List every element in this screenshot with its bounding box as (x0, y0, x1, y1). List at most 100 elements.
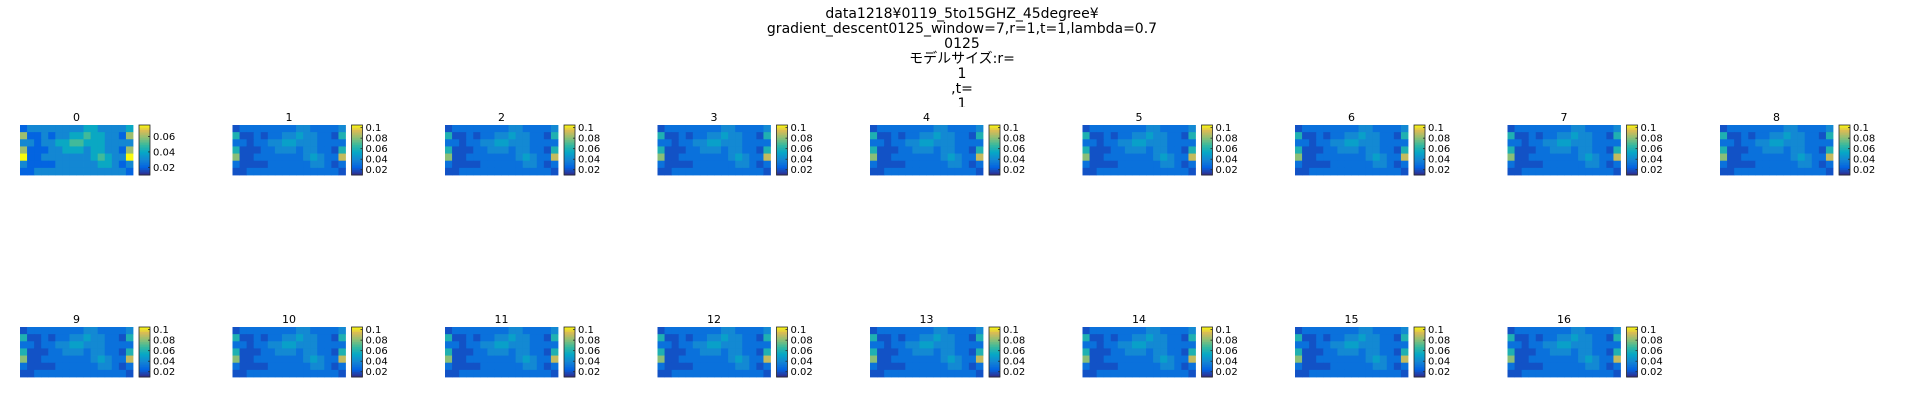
colorbar-segment (139, 350, 150, 353)
heatmap-cell (1174, 146, 1182, 154)
heatmap-cell (1110, 153, 1119, 162)
heatmap-cell (877, 348, 885, 356)
heatmap-cell (919, 369, 927, 378)
heatmap-cell (947, 132, 956, 140)
heatmap-cell (1727, 160, 1735, 169)
colorbar-tick-label: 0.02 (366, 367, 388, 378)
heatmap-cell (480, 125, 488, 133)
colorbar-segment (1626, 130, 1638, 133)
colorbar-segment (776, 170, 788, 173)
colorbar-segment (564, 163, 575, 166)
heatmap-cell (232, 327, 240, 335)
heatmap-cell (1571, 369, 1579, 378)
heatmap-cell (324, 132, 332, 140)
heatmap-cell (27, 369, 35, 378)
heatmap-cell (1316, 355, 1324, 364)
heatmap-cell (1521, 369, 1530, 378)
heatmap-cell (1564, 341, 1572, 349)
heatmap-cell (324, 327, 332, 335)
heatmap-cell (1535, 355, 1544, 364)
heatmap-cell (735, 167, 743, 176)
heatmap-cell (1188, 167, 1196, 176)
heatmap-cell (1528, 160, 1537, 169)
heatmap-cell (445, 139, 453, 147)
heatmap-cell (281, 146, 290, 154)
heatmap-cell (1302, 369, 1310, 378)
colorbar-segment (564, 327, 575, 330)
heatmap-cell (1818, 139, 1827, 147)
heatmap-cell (1330, 167, 1338, 176)
colorbar-segment (1626, 347, 1638, 350)
colorbar-segment (989, 375, 1000, 378)
heatmap-cell (664, 362, 673, 371)
heatmap-cell (961, 139, 970, 147)
heatmap-cell (685, 146, 694, 154)
heatmap-cell (480, 341, 488, 349)
heatmap-cell (1103, 153, 1112, 162)
heatmap-cell (232, 355, 240, 364)
heatmap-cell (1755, 139, 1763, 147)
heatmap-cell (1578, 160, 1586, 169)
heatmap-cell (1103, 348, 1112, 356)
colorbar-segment (1201, 155, 1213, 158)
heatmap-cell (1393, 125, 1402, 133)
heatmap-cell (267, 355, 276, 364)
colorbar-tick-label: 0.02 (791, 367, 813, 378)
colorbar-tick-label: 0.1 (791, 325, 807, 336)
heatmap-cell (515, 125, 524, 133)
heatmap-cell (1592, 160, 1600, 169)
colorbar-segment (351, 145, 363, 148)
colorbar-segment (1201, 156, 1213, 159)
colorbar-tick-label: 0.02 (1216, 165, 1238, 176)
heatmap-cell (678, 146, 687, 154)
heatmap-cell (125, 125, 134, 133)
heatmap-cell (1160, 125, 1168, 133)
heatmap-cell (1344, 362, 1352, 371)
heatmap-cell (459, 146, 467, 154)
colorbar-segment (564, 126, 575, 129)
heatmap-cell (1365, 334, 1374, 342)
heatmap-cell (1507, 153, 1515, 162)
colorbar-tick-label: 0.04 (1216, 155, 1238, 166)
heatmap-cell (1514, 167, 1523, 176)
heatmap-cell (1146, 334, 1154, 342)
heatmap-cell (961, 160, 970, 169)
heatmap-cell (303, 369, 311, 378)
heatmap-cell (1521, 160, 1530, 169)
heatmap-cell (912, 167, 920, 176)
colorbar-segment (139, 367, 150, 370)
heatmap-cell (1309, 355, 1317, 364)
colorbar-segment (139, 165, 150, 168)
heatmap-cell (1110, 362, 1119, 371)
heatmap-cell (536, 369, 545, 378)
colorbar-segment (1201, 170, 1213, 173)
heatmap-cell (1323, 153, 1331, 162)
colorbar-segment (1414, 363, 1425, 366)
heatmap-cell (926, 334, 934, 342)
heatmap-cell (728, 132, 736, 140)
colorbar-tick-label: 0.06 (366, 346, 388, 357)
heatmap-cell (1549, 348, 1558, 356)
heatmap-cell (239, 125, 248, 133)
heatmap-cell (721, 369, 729, 378)
heatmap-cell (706, 362, 715, 371)
heatmap-cell (76, 132, 84, 140)
heatmap-cell (1096, 160, 1105, 169)
colorbar-segment (139, 342, 150, 345)
subplot-title: 0 (73, 111, 80, 124)
heatmap-cell (1606, 167, 1614, 176)
heatmap-cell (1811, 139, 1820, 147)
colorbar-segment (1626, 151, 1638, 154)
heatmap-cell (246, 160, 255, 169)
colorbar-segment (1201, 372, 1213, 375)
heatmap-cell (1542, 153, 1551, 162)
colorbar-segment (1414, 148, 1425, 151)
colorbar-segment (989, 163, 1000, 166)
heatmap-cell (1783, 139, 1792, 147)
colorbar-segment (139, 153, 150, 156)
colorbar-tick-label: 0.06 (1853, 144, 1875, 155)
heatmap-cell (1089, 348, 1098, 356)
heatmap-cell (452, 160, 460, 169)
heatmap-cell (1556, 348, 1565, 356)
heatmap-cell (445, 167, 453, 176)
